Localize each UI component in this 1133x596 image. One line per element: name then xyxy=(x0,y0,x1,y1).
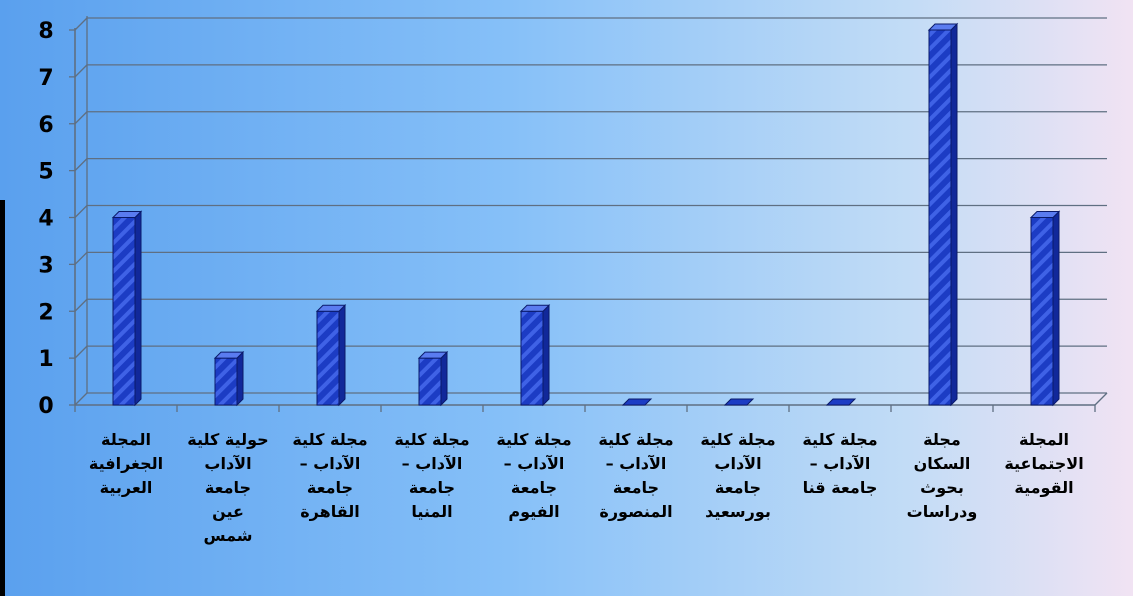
x-tick-label-line: الآداب xyxy=(714,454,762,473)
x-tick-label: مجلة كلية الآداب جامعة بورسعيد xyxy=(687,428,789,524)
gridline-depth xyxy=(74,64,88,78)
x-tick-label-line: جامعة xyxy=(612,478,660,497)
bar xyxy=(723,398,755,406)
x-tick-label-line: جامعة xyxy=(408,478,456,497)
x-tick-label-line: بورسعيد xyxy=(705,502,771,521)
x-tick-label-line: عين xyxy=(212,502,244,521)
x-tick-label-line: بحوث xyxy=(920,478,964,497)
bar xyxy=(1029,210,1061,407)
x-tick-label-line: الآداب – xyxy=(503,454,565,473)
x-tick-label-line: مجلة xyxy=(923,430,961,449)
bar xyxy=(621,398,653,406)
x-tick-label-line: الآداب – xyxy=(401,454,463,473)
x-tick-label-line: مجلة كلية xyxy=(598,430,674,449)
x-tick-label-line: ودراسات xyxy=(906,502,978,521)
x-tick-label: مجلة السكان بحوث ودراسات xyxy=(891,428,993,524)
y-tick-label: 6 xyxy=(38,113,53,138)
x-tick-label: المجلة الجغرافية العربية xyxy=(75,428,177,500)
y-tick-label: 5 xyxy=(38,160,53,185)
x-tick-label-line: المنصورة xyxy=(599,502,673,521)
y-tick-label: 4 xyxy=(38,207,53,232)
x-tick-label-line: مجلة كلية xyxy=(292,430,368,449)
x-tick-label-line: الاجتماعية xyxy=(1004,454,1084,473)
x-tick-label-line: المنيا xyxy=(411,502,453,521)
y-tick-label: 0 xyxy=(38,394,53,419)
bar xyxy=(315,304,347,407)
x-tick-label-line: مجلة كلية xyxy=(394,430,470,449)
x-axis-depth xyxy=(1094,392,1108,406)
x-tick-label-line: جامعة xyxy=(510,478,558,497)
y-tick-label: 3 xyxy=(38,253,53,278)
x-tick-label: مجلة كلية الآداب – جامعة قنا xyxy=(789,428,891,500)
gridline-depth xyxy=(74,345,88,359)
y-tick-label: 2 xyxy=(38,300,53,325)
gridline-depth xyxy=(74,205,88,218)
y-tick-label: 7 xyxy=(38,66,53,91)
gridline-depth xyxy=(74,17,88,31)
x-tick-label-line: الآداب – xyxy=(299,454,361,473)
x-tick-label-line: حولية كلية xyxy=(187,430,269,449)
x-tick-label-line: الفيوم xyxy=(508,502,560,521)
gridline-depth xyxy=(74,392,88,406)
x-tick-label-line: الآداب xyxy=(204,454,252,473)
x-tick-label: مجلة كلية الآداب – جامعة الفيوم xyxy=(483,428,585,524)
left-edge-bar xyxy=(0,200,5,596)
x-tick-label-line: جامعة xyxy=(714,478,762,497)
x-tick-label-line: الجغرافية xyxy=(88,454,164,473)
x-tick-label-line: جامعة قنا xyxy=(802,478,878,497)
gridline-depth xyxy=(74,111,88,125)
x-tick-label-line: القومية xyxy=(1014,478,1074,497)
gridline-depth xyxy=(74,251,88,265)
bar xyxy=(111,210,143,407)
x-tick-label-line: مجلة كلية xyxy=(700,430,776,449)
x-tick-label-line: الآداب – xyxy=(605,454,667,473)
bar xyxy=(213,350,245,407)
x-tick-label-line: شمس xyxy=(203,526,253,545)
y-tick-label: 8 xyxy=(38,19,53,44)
x-tick-label: مجلة كلية الآداب – جامعة المنصورة xyxy=(585,428,687,524)
x-tick-label: مجلة كلية الآداب – جامعة القاهرة xyxy=(279,428,381,524)
bar xyxy=(519,304,551,407)
gridline-depth xyxy=(74,298,88,312)
x-tick-label: مجلة كلية الآداب – جامعة المنيا xyxy=(381,428,483,524)
bar xyxy=(825,398,857,406)
x-tick-label-line: المجلة xyxy=(101,430,151,449)
gridline-depth xyxy=(74,158,88,172)
x-tick-label-line: جامعة xyxy=(306,478,354,497)
x-tick-label-line: العربية xyxy=(99,478,153,497)
x-tick-label-line: السكان xyxy=(913,454,971,473)
x-tick-label-line: جامعة xyxy=(204,478,252,497)
bar xyxy=(927,22,959,407)
x-tick-label: المجلة الاجتماعية القومية xyxy=(993,428,1095,500)
x-tick-label-line: مجلة كلية xyxy=(802,430,878,449)
x-tick-label-line: المجلة xyxy=(1019,430,1069,449)
y-tick-label: 1 xyxy=(38,347,53,372)
x-tick-label-line: مجلة كلية xyxy=(496,430,572,449)
x-tick-label: حولية كلية الآداب جامعة عين شمس xyxy=(177,428,279,548)
bar xyxy=(417,350,449,407)
x-tick-label-line: الآداب – xyxy=(809,454,871,473)
x-tick-label-line: القاهرة xyxy=(300,502,360,521)
